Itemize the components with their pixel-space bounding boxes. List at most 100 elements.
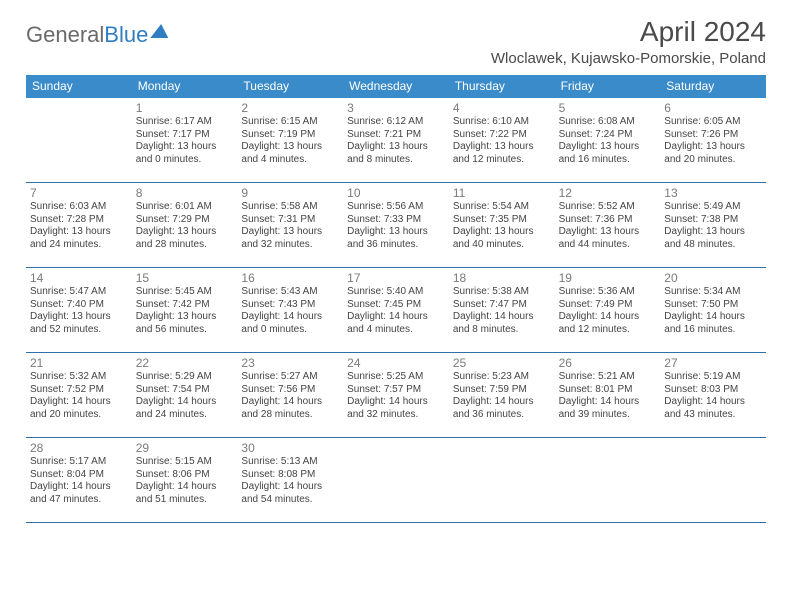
daylight-text: and 47 minutes. [30,494,128,507]
daylight-text: Daylight: 14 hours [559,311,657,324]
calendar-day: 9Sunrise: 5:58 AMSunset: 7:31 PMDaylight… [237,183,343,267]
daylight-text: and 28 minutes. [241,409,339,422]
sunset-text: Sunset: 7:47 PM [453,299,551,312]
calendar-day: 12Sunrise: 5:52 AMSunset: 7:36 PMDayligh… [555,183,661,267]
sunrise-text: Sunrise: 5:49 AM [664,201,762,214]
daylight-text: and 48 minutes. [664,239,762,252]
daylight-text: Daylight: 14 hours [347,396,445,409]
logo: GeneralBlue [26,16,168,48]
daylight-text: Daylight: 13 hours [241,226,339,239]
day-number: 1 [136,101,234,115]
header: GeneralBlue April 2024 Wloclawek, Kujaws… [26,16,766,67]
sunrise-text: Sunrise: 5:36 AM [559,286,657,299]
sunrise-text: Sunrise: 6:01 AM [136,201,234,214]
day-number: 16 [241,271,339,285]
daylight-text: Daylight: 13 hours [241,141,339,154]
calendar-day: 26Sunrise: 5:21 AMSunset: 8:01 PMDayligh… [555,353,661,437]
calendar-day: 7Sunrise: 6:03 AMSunset: 7:28 PMDaylight… [26,183,132,267]
sunset-text: Sunset: 7:28 PM [30,214,128,227]
calendar-week: 21Sunrise: 5:32 AMSunset: 7:52 PMDayligh… [26,353,766,438]
sunrise-text: Sunrise: 6:05 AM [664,116,762,129]
sunset-text: Sunset: 7:24 PM [559,129,657,142]
sunset-text: Sunset: 8:06 PM [136,469,234,482]
sunset-text: Sunset: 8:04 PM [30,469,128,482]
title-block: April 2024 Wloclawek, Kujawsko-Pomorskie… [491,16,766,67]
calendar-day: 21Sunrise: 5:32 AMSunset: 7:52 PMDayligh… [26,353,132,437]
daylight-text: and 44 minutes. [559,239,657,252]
calendar-day: 28Sunrise: 5:17 AMSunset: 8:04 PMDayligh… [26,438,132,522]
calendar-day: 23Sunrise: 5:27 AMSunset: 7:56 PMDayligh… [237,353,343,437]
calendar-day: 20Sunrise: 5:34 AMSunset: 7:50 PMDayligh… [660,268,766,352]
sunrise-text: Sunrise: 5:19 AM [664,371,762,384]
calendar-day: 14Sunrise: 5:47 AMSunset: 7:40 PMDayligh… [26,268,132,352]
daylight-text: and 32 minutes. [347,409,445,422]
sunset-text: Sunset: 7:26 PM [664,129,762,142]
daylight-text: and 8 minutes. [347,154,445,167]
day-number: 23 [241,356,339,370]
weeks-container: 1Sunrise: 6:17 AMSunset: 7:17 PMDaylight… [26,98,766,523]
day-number: 6 [664,101,762,115]
calendar-day: 8Sunrise: 6:01 AMSunset: 7:29 PMDaylight… [132,183,238,267]
daylight-text: and 12 minutes. [559,324,657,337]
calendar-day: 3Sunrise: 6:12 AMSunset: 7:21 PMDaylight… [343,98,449,182]
sunrise-text: Sunrise: 5:13 AM [241,456,339,469]
day-header-cell: Sunday [26,75,132,98]
sunrise-text: Sunrise: 6:03 AM [30,201,128,214]
day-number: 18 [453,271,551,285]
calendar-day: 25Sunrise: 5:23 AMSunset: 7:59 PMDayligh… [449,353,555,437]
sunrise-text: Sunrise: 5:56 AM [347,201,445,214]
calendar-day: 18Sunrise: 5:38 AMSunset: 7:47 PMDayligh… [449,268,555,352]
logo-text-gray: General [26,22,104,48]
daylight-text: and 36 minutes. [453,409,551,422]
daylight-text: Daylight: 14 hours [347,311,445,324]
daylight-text: Daylight: 13 hours [347,226,445,239]
sunset-text: Sunset: 7:59 PM [453,384,551,397]
sunrise-text: Sunrise: 5:52 AM [559,201,657,214]
sunset-text: Sunset: 7:40 PM [30,299,128,312]
day-header-cell: Monday [132,75,238,98]
sunset-text: Sunset: 7:56 PM [241,384,339,397]
day-number: 29 [136,441,234,455]
calendar-day: 17Sunrise: 5:40 AMSunset: 7:45 PMDayligh… [343,268,449,352]
calendar-day: 5Sunrise: 6:08 AMSunset: 7:24 PMDaylight… [555,98,661,182]
calendar: Sunday Monday Tuesday Wednesday Thursday… [26,75,766,523]
daylight-text: and 52 minutes. [30,324,128,337]
daylight-text: Daylight: 13 hours [559,226,657,239]
daylight-text: and 8 minutes. [453,324,551,337]
day-number: 4 [453,101,551,115]
day-number: 7 [30,186,128,200]
daylight-text: and 36 minutes. [347,239,445,252]
sunrise-text: Sunrise: 5:34 AM [664,286,762,299]
day-number: 21 [30,356,128,370]
page: GeneralBlue April 2024 Wloclawek, Kujaws… [0,0,792,523]
daylight-text: Daylight: 14 hours [136,481,234,494]
calendar-day: 30Sunrise: 5:13 AMSunset: 8:08 PMDayligh… [237,438,343,522]
calendar-day: 22Sunrise: 5:29 AMSunset: 7:54 PMDayligh… [132,353,238,437]
calendar-day: 4Sunrise: 6:10 AMSunset: 7:22 PMDaylight… [449,98,555,182]
calendar-day-empty [343,438,449,522]
calendar-day-empty [555,438,661,522]
sunrise-text: Sunrise: 5:43 AM [241,286,339,299]
day-number: 11 [453,186,551,200]
daylight-text: Daylight: 14 hours [241,396,339,409]
sunrise-text: Sunrise: 6:08 AM [559,116,657,129]
calendar-day-empty [449,438,555,522]
daylight-text: and 51 minutes. [136,494,234,507]
sunset-text: Sunset: 7:49 PM [559,299,657,312]
sunset-text: Sunset: 7:36 PM [559,214,657,227]
day-number: 5 [559,101,657,115]
sunset-text: Sunset: 7:22 PM [453,129,551,142]
daylight-text: and 54 minutes. [241,494,339,507]
sunrise-text: Sunrise: 5:21 AM [559,371,657,384]
daylight-text: Daylight: 13 hours [136,141,234,154]
sunset-text: Sunset: 7:29 PM [136,214,234,227]
daylight-text: Daylight: 13 hours [559,141,657,154]
daylight-text: and 24 minutes. [136,409,234,422]
sunrise-text: Sunrise: 5:23 AM [453,371,551,384]
daylight-text: and 4 minutes. [241,154,339,167]
daylight-text: Daylight: 13 hours [136,311,234,324]
day-number: 8 [136,186,234,200]
calendar-day: 6Sunrise: 6:05 AMSunset: 7:26 PMDaylight… [660,98,766,182]
sunset-text: Sunset: 7:38 PM [664,214,762,227]
day-number: 2 [241,101,339,115]
